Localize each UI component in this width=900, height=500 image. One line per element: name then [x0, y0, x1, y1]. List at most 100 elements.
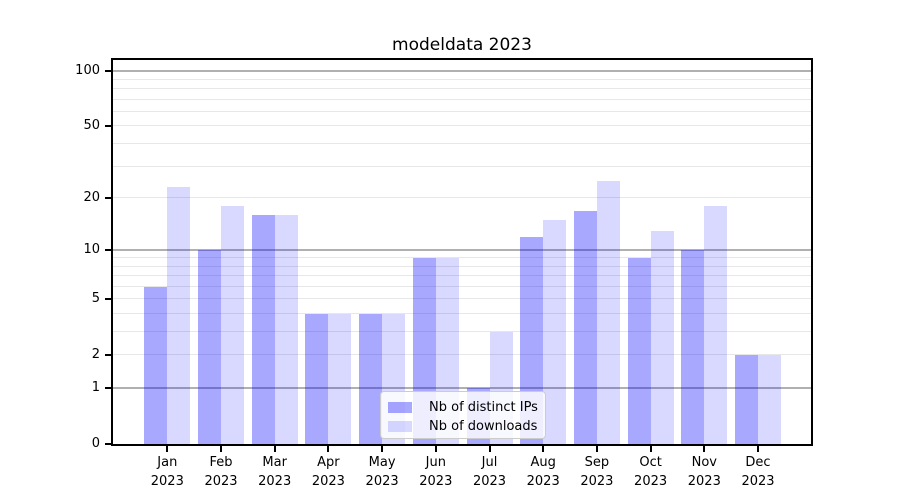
x-tick-jul: [488, 446, 491, 452]
x-tick-label-line: Aug: [530, 455, 556, 470]
bar-ips-feb: [198, 250, 221, 444]
x-tick-label-line: 2023: [472, 474, 507, 489]
x-tick-label-aug: Aug 2023: [513, 453, 573, 491]
x-tick-label-line: Jan: [157, 455, 178, 470]
bar-ips-oct: [627, 258, 651, 444]
x-tick-jun: [434, 446, 437, 452]
minor-gridline-30: [113, 165, 811, 167]
y-tick-1: [105, 387, 111, 389]
minor-gridline-2: [113, 354, 811, 356]
x-tick-nov: [703, 446, 706, 452]
bar-downloads-jan: [167, 187, 191, 444]
minor-gridline-9: [113, 257, 811, 258]
minor-gridline-3: [113, 331, 811, 333]
x-tick-aug: [542, 446, 545, 452]
bars: [113, 60, 811, 444]
bar-downloads-apr: [328, 314, 352, 444]
x-tick-label-line: 2023: [526, 474, 560, 489]
x-tick-label-line: Jul: [481, 455, 498, 470]
y-tick-10: [105, 249, 111, 252]
legend-label-ips: Nb of distinct IPs: [429, 400, 538, 415]
x-tick-label-line: Dec: [745, 455, 771, 470]
x-tick-label-line: 2023: [741, 474, 775, 489]
bar-downloads-oct: [650, 230, 674, 444]
x-tick-label-line: Mar: [262, 455, 287, 470]
minor-gridline-80: [113, 88, 811, 90]
y-tick-label-50: 50: [83, 118, 100, 134]
y-tick-label-10: 10: [83, 242, 100, 258]
bar-ips-jan: [144, 286, 168, 444]
y-tick-label-20: 20: [83, 190, 100, 206]
minor-gridline-50: [113, 125, 811, 127]
bar-downloads-sep: [596, 180, 620, 444]
y-tick-50: [105, 125, 111, 128]
minor-gridline-4: [113, 313, 811, 314]
bar-downloads-mar: [274, 215, 298, 444]
x-tick-label-line: Jun: [425, 455, 446, 470]
bar-ips-apr: [305, 314, 329, 444]
legend-label-downloads: Nb of downloads: [429, 419, 538, 434]
x-tick-label-dec: Dec 2023: [728, 453, 788, 491]
bar-ips-mar: [251, 215, 275, 444]
legend-swatch-downloads: [388, 421, 412, 432]
bar-ips-nov: [681, 250, 705, 444]
y-tick-label-0: 0: [91, 436, 100, 451]
x-tick-label-line: Apr: [317, 455, 340, 470]
x-tick-mar: [273, 446, 276, 452]
minor-gridline-70: [113, 98, 811, 100]
x-tick-jan: [166, 446, 169, 452]
x-tick-label-line: 2023: [634, 474, 668, 489]
x-tick-sep: [595, 446, 598, 452]
x-tick-label-line: 2023: [580, 474, 614, 489]
y-tick-label-100: 100: [75, 63, 100, 79]
bar-ips-dec: [735, 355, 758, 444]
x-tick-label-line: 2023: [311, 474, 345, 489]
legend-rows: Nb of distinct IPs Nb of downloads: [388, 398, 545, 436]
minor-gridline-90: [113, 78, 811, 80]
bar-ips-may: [359, 314, 383, 444]
x-tick-label-line: Nov: [691, 455, 717, 470]
x-tick-label-line: Oct: [639, 455, 662, 470]
minor-gridline-40: [113, 143, 811, 145]
x-tick-label-line: 2023: [365, 474, 399, 489]
x-tick-label-line: May: [368, 455, 396, 470]
y-tick-5: [105, 298, 111, 301]
legend: Nb of distinct IPs Nb of downloads: [380, 391, 546, 439]
y-tick-label-1: 1: [91, 380, 100, 395]
x-tick-dec: [757, 446, 759, 452]
bar-downloads-feb: [221, 206, 244, 444]
x-tick-label-nov: Nov 2023: [674, 453, 734, 491]
x-tick-label-jun: Jun 2023: [406, 453, 466, 491]
y-tick-2: [105, 354, 111, 357]
legend-item-downloads: Nb of downloads: [388, 417, 545, 436]
x-tick-label-apr: Apr 2023: [298, 453, 358, 491]
bar-downloads-dec: [758, 355, 781, 444]
y-tick-20: [105, 197, 111, 200]
x-tick-label-sep: Sep 2023: [567, 453, 627, 491]
x-tick-label-line: 2023: [419, 474, 453, 489]
major-gridline-100: [113, 70, 811, 73]
x-tick-label-line: 2023: [687, 474, 721, 489]
x-tick-label-jul: Jul 2023: [460, 453, 520, 491]
minor-gridline-20: [113, 197, 811, 199]
bar-ips-sep: [573, 210, 597, 444]
minor-gridline-5: [113, 298, 811, 300]
x-tick-label-jan: Jan 2023: [137, 453, 197, 491]
y-tick-100: [105, 70, 111, 73]
x-tick-label-line: Feb: [209, 455, 233, 470]
x-tick-label-mar: Mar 2023: [245, 453, 305, 491]
legend-item-ips: Nb of distinct IPs: [388, 398, 545, 417]
gridlines: [113, 60, 811, 444]
y-tick-0: [105, 443, 111, 445]
minor-gridline-6: [113, 285, 811, 287]
y-tick-label-2: 2: [91, 347, 100, 363]
x-tick-label-may: May 2023: [352, 453, 412, 491]
x-tick-label-line: 2023: [150, 474, 184, 489]
x-tick-feb: [220, 446, 222, 452]
x-tick-label-line: Sep: [584, 455, 610, 470]
x-tick-label-line: 2023: [258, 474, 292, 489]
major-gridline-10: [113, 249, 811, 252]
x-tick-label-line: 2023: [204, 474, 238, 489]
x-tick-label-feb: Feb 2023: [191, 453, 251, 491]
